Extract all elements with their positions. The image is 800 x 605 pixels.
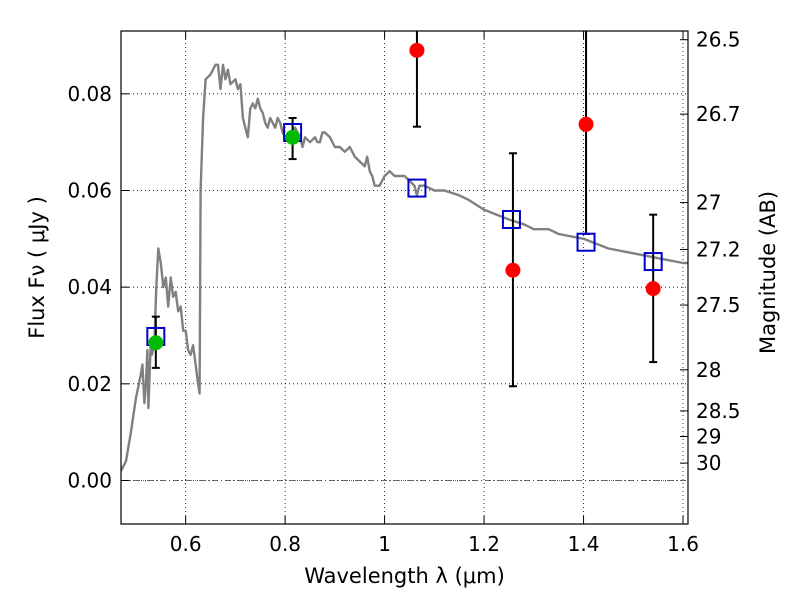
- right-tick-label: 27.5: [696, 293, 741, 317]
- x-tick-label: 0.8: [269, 532, 301, 556]
- y-tick-label: 0.02: [67, 372, 112, 396]
- x-tick-label: 1: [378, 532, 391, 556]
- plot-frame: [120, 30, 689, 525]
- y-tick-label: 0.00: [67, 469, 112, 493]
- right-tick-label: 26.5: [696, 28, 741, 52]
- model-photometry-square: [501, 210, 521, 229]
- x-tick-label: 1.2: [468, 532, 500, 556]
- measurement-point: [505, 262, 521, 278]
- model-photometry-square: [407, 178, 427, 198]
- right-tick-label: 27.2: [696, 237, 741, 261]
- right-tick-label: 30: [696, 451, 721, 475]
- right-tick-label: 28: [696, 358, 721, 382]
- x-axis-title: Wavelength λ (μm): [304, 564, 505, 588]
- measurement-point: [645, 281, 661, 297]
- measurement-point: [578, 116, 594, 132]
- x-tick-label: 1.6: [667, 532, 699, 556]
- grid: [121, 31, 688, 524]
- x-tick-label: 1.4: [568, 532, 600, 556]
- model-photometry-square: [643, 252, 663, 272]
- model-photometry-square: [576, 232, 596, 252]
- y-tick-label: 0.06: [67, 179, 112, 203]
- y-axis-title-left: Flux Fν ( μJy ): [25, 196, 49, 339]
- plot-area: [121, 31, 688, 472]
- y-axis-title-right: Magnitude (AB): [756, 191, 780, 354]
- y-tick-label: 0.08: [67, 82, 112, 106]
- axes: 0.6 0.8 1 1.2 1.4 1.6 0.00 0.02 0.04 0.06 0.08 26.5…: [67, 28, 740, 556]
- right-tick-label: 29: [696, 425, 721, 449]
- measurement-point: [409, 42, 425, 58]
- right-tick-label: 27: [696, 191, 721, 215]
- y-tick-label: 0.04: [67, 275, 112, 299]
- x-tick-label: 0.6: [170, 532, 202, 556]
- detection-point: [148, 335, 164, 351]
- sed-model-line: [121, 63, 688, 472]
- right-tick-label: 28.5: [696, 399, 741, 423]
- right-tick-label: 26.7: [696, 102, 741, 126]
- detection-point: [285, 129, 301, 145]
